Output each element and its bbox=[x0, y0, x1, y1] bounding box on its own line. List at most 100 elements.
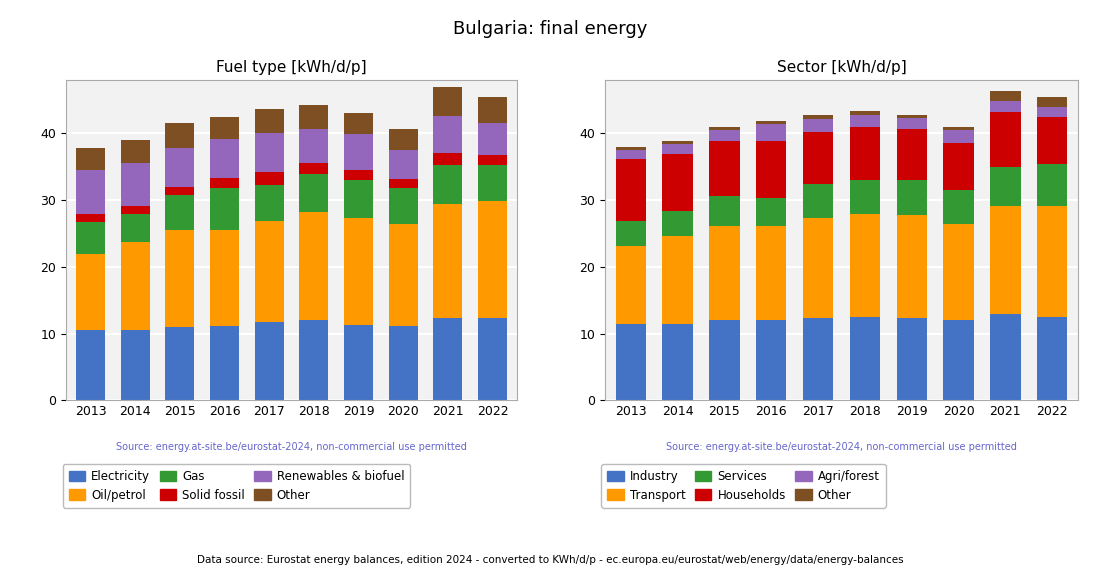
Bar bbox=[616, 148, 646, 150]
Bar bbox=[990, 92, 1021, 101]
Bar bbox=[662, 141, 693, 144]
Bar bbox=[849, 112, 880, 115]
Bar bbox=[849, 115, 880, 127]
Bar bbox=[388, 129, 418, 150]
Bar bbox=[165, 187, 195, 195]
Bar bbox=[477, 165, 507, 201]
Bar bbox=[944, 143, 974, 189]
Bar bbox=[76, 213, 106, 222]
Text: Source: energy.at-site.be/eurostat-2024, non-commercial use permitted: Source: energy.at-site.be/eurostat-2024,… bbox=[117, 442, 466, 452]
Bar bbox=[944, 130, 974, 143]
Bar bbox=[990, 205, 1021, 313]
Bar bbox=[76, 223, 106, 253]
Bar bbox=[990, 112, 1021, 167]
Bar bbox=[210, 139, 239, 178]
Bar bbox=[388, 224, 418, 326]
Bar bbox=[344, 218, 373, 325]
Bar bbox=[433, 87, 462, 116]
Bar bbox=[896, 180, 927, 215]
Bar bbox=[210, 231, 239, 325]
Bar bbox=[849, 127, 880, 180]
Bar bbox=[803, 132, 834, 184]
Bar bbox=[756, 320, 786, 400]
Bar bbox=[255, 323, 284, 400]
Bar bbox=[1037, 97, 1067, 107]
Title: Sector [kWh/d/p]: Sector [kWh/d/p] bbox=[777, 59, 906, 75]
Bar bbox=[616, 150, 646, 160]
Bar bbox=[990, 101, 1021, 112]
Bar bbox=[944, 320, 974, 400]
Bar bbox=[344, 170, 373, 180]
Bar bbox=[896, 215, 927, 317]
Bar bbox=[210, 188, 239, 231]
Bar bbox=[433, 116, 462, 153]
Bar bbox=[756, 141, 786, 197]
Bar bbox=[388, 150, 418, 179]
Bar bbox=[616, 160, 646, 221]
Bar bbox=[433, 153, 462, 165]
Bar bbox=[299, 129, 328, 163]
Bar bbox=[255, 109, 284, 133]
Bar bbox=[710, 127, 739, 130]
Bar bbox=[255, 172, 284, 185]
Bar bbox=[165, 195, 195, 231]
Bar bbox=[477, 156, 507, 165]
Bar bbox=[896, 317, 927, 400]
Bar bbox=[255, 185, 284, 221]
Bar bbox=[710, 130, 739, 141]
Legend: Electricity, Oil/petrol, Gas, Solid fossil, Renewables & biofuel, Other: Electricity, Oil/petrol, Gas, Solid foss… bbox=[63, 464, 410, 508]
Bar bbox=[710, 196, 739, 226]
Bar bbox=[803, 317, 834, 400]
Bar bbox=[756, 124, 786, 141]
Bar bbox=[210, 178, 239, 188]
Bar bbox=[76, 170, 106, 213]
Bar bbox=[990, 167, 1021, 205]
Bar bbox=[756, 197, 786, 225]
Bar bbox=[849, 180, 880, 214]
Bar bbox=[388, 179, 418, 188]
Bar bbox=[756, 225, 786, 320]
Bar bbox=[1037, 164, 1067, 206]
Bar bbox=[433, 165, 462, 204]
Bar bbox=[388, 326, 418, 400]
Bar bbox=[616, 245, 646, 324]
Bar bbox=[255, 133, 284, 172]
Bar bbox=[896, 116, 927, 118]
Bar bbox=[433, 204, 462, 317]
Bar bbox=[76, 330, 106, 400]
Bar bbox=[388, 188, 418, 224]
Bar bbox=[710, 226, 739, 320]
Title: Fuel type [kWh/d/p]: Fuel type [kWh/d/p] bbox=[217, 59, 366, 75]
Bar bbox=[944, 127, 974, 130]
Bar bbox=[896, 129, 927, 180]
Bar bbox=[1037, 206, 1067, 317]
Bar bbox=[710, 320, 739, 400]
Bar bbox=[1037, 117, 1067, 164]
Bar bbox=[662, 211, 693, 236]
Text: Data source: Eurostat energy balances, edition 2024 - converted to KWh/d/p - ec.: Data source: Eurostat energy balances, e… bbox=[197, 555, 903, 565]
Bar bbox=[121, 205, 150, 213]
Bar bbox=[121, 241, 150, 330]
Bar bbox=[344, 180, 373, 218]
Bar bbox=[662, 154, 693, 211]
Bar bbox=[803, 119, 834, 132]
Bar bbox=[803, 115, 834, 119]
Bar bbox=[165, 231, 195, 327]
Bar bbox=[344, 325, 373, 400]
Bar bbox=[165, 327, 195, 400]
Bar bbox=[477, 317, 507, 400]
Bar bbox=[944, 189, 974, 224]
Bar bbox=[1037, 107, 1067, 117]
Bar bbox=[299, 163, 328, 173]
Bar bbox=[76, 253, 106, 330]
Bar bbox=[121, 330, 150, 400]
Legend: Industry, Transport, Services, Households, Agri/forest, Other: Industry, Transport, Services, Household… bbox=[602, 464, 886, 508]
Bar bbox=[433, 317, 462, 400]
Bar bbox=[165, 148, 195, 187]
Text: Bulgaria: final energy: Bulgaria: final energy bbox=[453, 20, 647, 38]
Bar bbox=[299, 105, 328, 129]
Bar bbox=[299, 212, 328, 320]
Bar bbox=[477, 97, 507, 124]
Bar bbox=[849, 317, 880, 400]
Bar bbox=[990, 313, 1021, 400]
